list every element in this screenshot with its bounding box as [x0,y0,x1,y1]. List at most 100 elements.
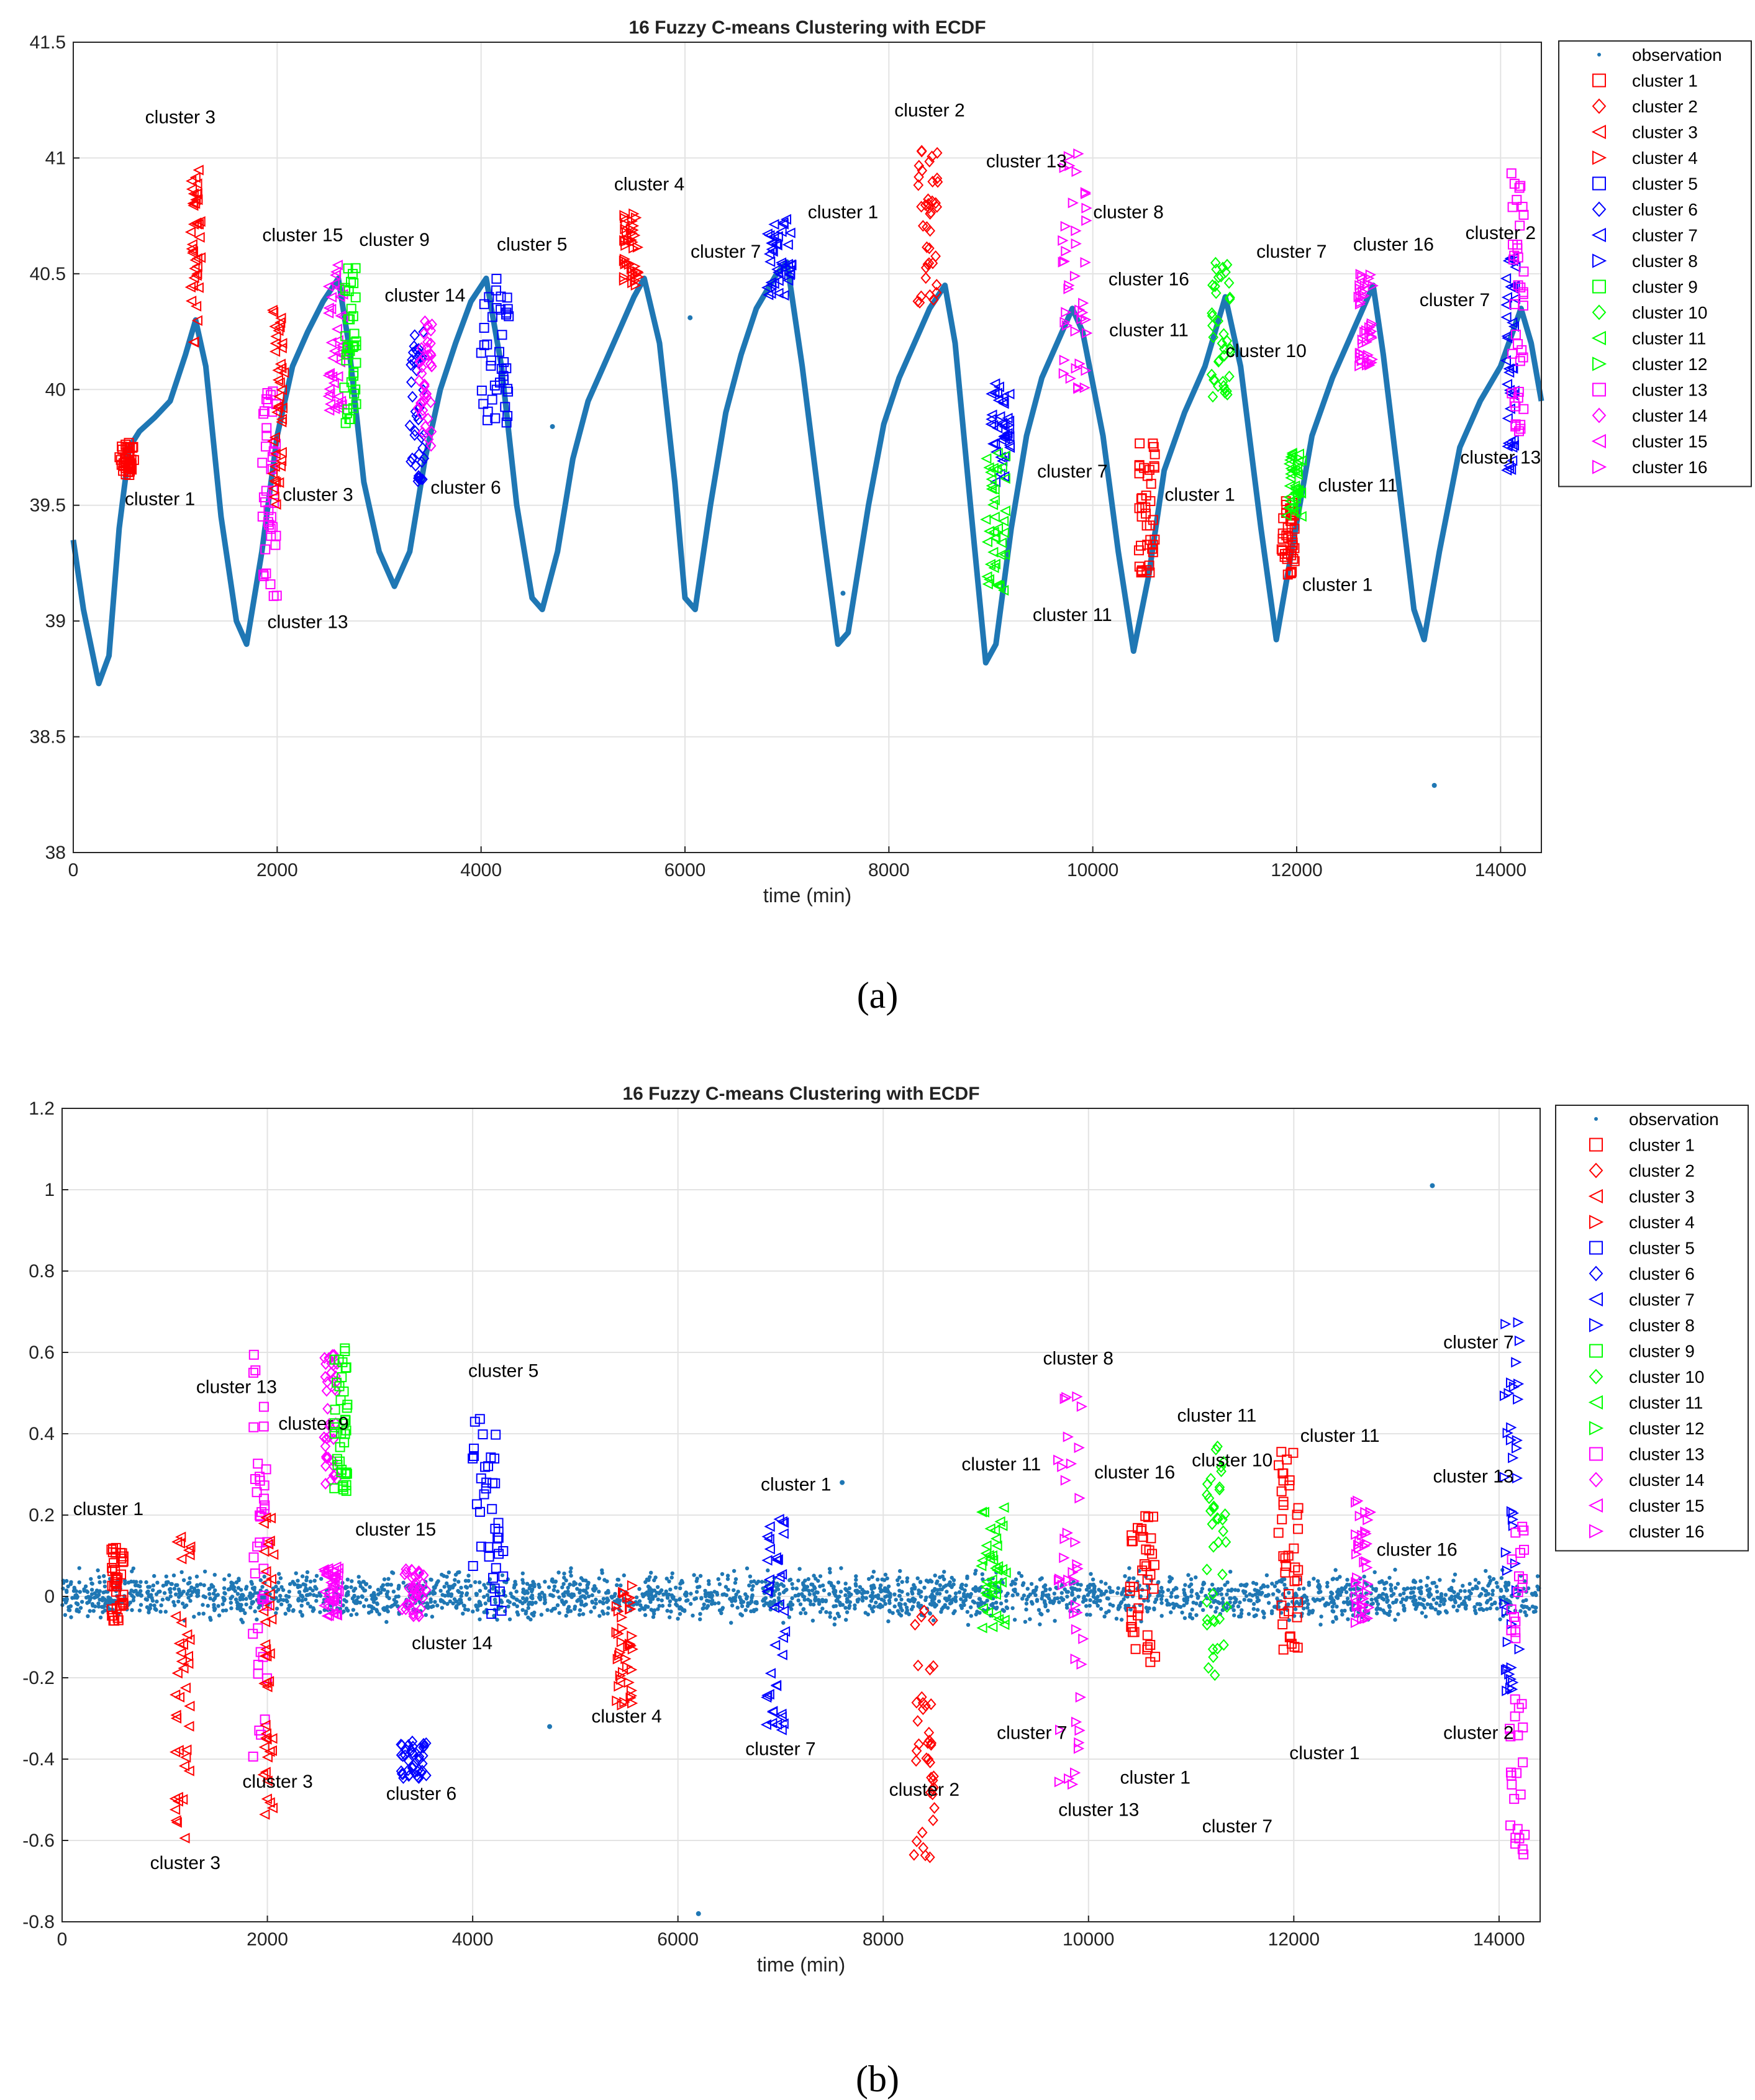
cluster-7-point [784,227,796,238]
observation-point [1430,1605,1435,1610]
observation-point [256,1605,261,1610]
cluster-8-point [1506,1377,1517,1388]
observation-point [89,1577,93,1582]
observation-point [131,1566,135,1571]
cluster-3-point [184,1634,195,1645]
cluster-8-point [1512,1435,1523,1446]
cluster-7-point [763,1534,774,1545]
cluster-16-markers [1058,148,1093,394]
cluster-annotation: cluster 16 [1377,1540,1458,1560]
cluster-8-point [1499,1472,1510,1483]
observation-point [1004,1593,1009,1598]
observation-point [838,1600,842,1605]
observation-point [101,1610,105,1614]
cluster-3-markers [257,1512,279,1820]
observation-point [1471,1586,1475,1591]
observation-point [723,1585,728,1589]
observation-point [1346,1617,1350,1621]
cluster-2-point [917,220,928,232]
cluster-13-point [257,458,268,468]
observation-point [905,1579,909,1584]
observation-point [1479,1591,1484,1596]
observation-point [382,1577,387,1582]
cluster-5-point [482,415,492,425]
cluster-11-point [996,461,1007,473]
cluster-15-point [332,391,343,402]
legend-label: cluster 9 [1629,1342,1695,1361]
legend-label: cluster 9 [1632,278,1698,297]
cluster-16-point [1081,365,1092,376]
observation-point [965,1609,970,1614]
cluster-16-point [1364,360,1376,371]
cluster-annotation: cluster 3 [283,484,353,505]
observation-point [529,1595,533,1600]
cluster-10-point [1201,1596,1212,1608]
observation-point [1084,1598,1088,1602]
cluster-15-point [327,1582,338,1593]
observation-point [1114,1616,1119,1621]
cluster-7-point [994,468,1005,480]
observation-point [575,1586,579,1591]
observation-point [1215,1606,1219,1610]
observation-point [883,1572,888,1577]
cluster-14-point [412,402,424,414]
observation-point [1341,1586,1345,1591]
cluster-1-point [1127,1536,1137,1547]
observation-point [1089,1572,1093,1576]
observation-point [366,1611,371,1615]
observation-point [304,1575,309,1580]
observation-point [371,1591,376,1595]
legend-label: cluster 7 [1632,226,1698,245]
cluster-15-point [327,1607,338,1619]
cluster-16-point [1081,314,1092,325]
cluster-11-point [1286,451,1298,463]
observation-point [181,1578,186,1582]
observation-point [1282,1583,1287,1587]
observation-point [1505,1588,1510,1592]
observation-point [835,1611,840,1616]
observation-point [874,1600,878,1605]
cluster-annotation: cluster 4 [591,1706,661,1727]
observation-point [311,1609,315,1613]
cluster-16-point [1057,1580,1069,1591]
observation-point [483,1601,488,1606]
cluster-9-point [351,358,361,368]
cluster-9-point [341,1486,351,1496]
observation-point [349,1585,353,1590]
observation-point [299,1603,304,1608]
observation-point [642,1607,646,1611]
cluster-16-point [1367,354,1378,365]
observation-point [1456,1595,1461,1600]
observation-point [129,1588,134,1593]
cluster-14-point [414,355,425,368]
cluster-13-point [257,511,268,522]
cluster-16-point [1058,235,1069,247]
observation-point [854,1583,858,1588]
cluster-13-point [1510,1616,1521,1627]
cluster-15-point [324,384,335,395]
observation-point [1199,1590,1204,1594]
observation-point [471,1609,475,1614]
cluster-16-point [1363,350,1374,361]
observation-point [233,1589,237,1593]
cluster-5-point [486,355,497,366]
cluster-3-point [190,301,202,312]
observation-point [568,1570,573,1574]
observation-point [396,1604,400,1608]
observation-point [1013,1582,1017,1586]
cluster-16-point [1076,1659,1087,1670]
cluster-4-point [626,1690,638,1701]
cluster-2-point [923,1726,935,1739]
cluster-6-point [406,455,416,468]
cluster-11-point [999,473,1010,484]
cluster-16-point [1071,238,1082,250]
observation-point [179,1591,184,1596]
observation-point [692,1573,696,1577]
cluster-16-point [1070,1600,1082,1611]
cluster-15-markers [318,1561,344,1622]
observation-point [1435,1590,1440,1594]
cluster-2-point [911,1835,922,1847]
observation-point [296,1578,300,1583]
cluster-9-point [351,336,361,346]
cluster-10-point [1220,1508,1231,1521]
